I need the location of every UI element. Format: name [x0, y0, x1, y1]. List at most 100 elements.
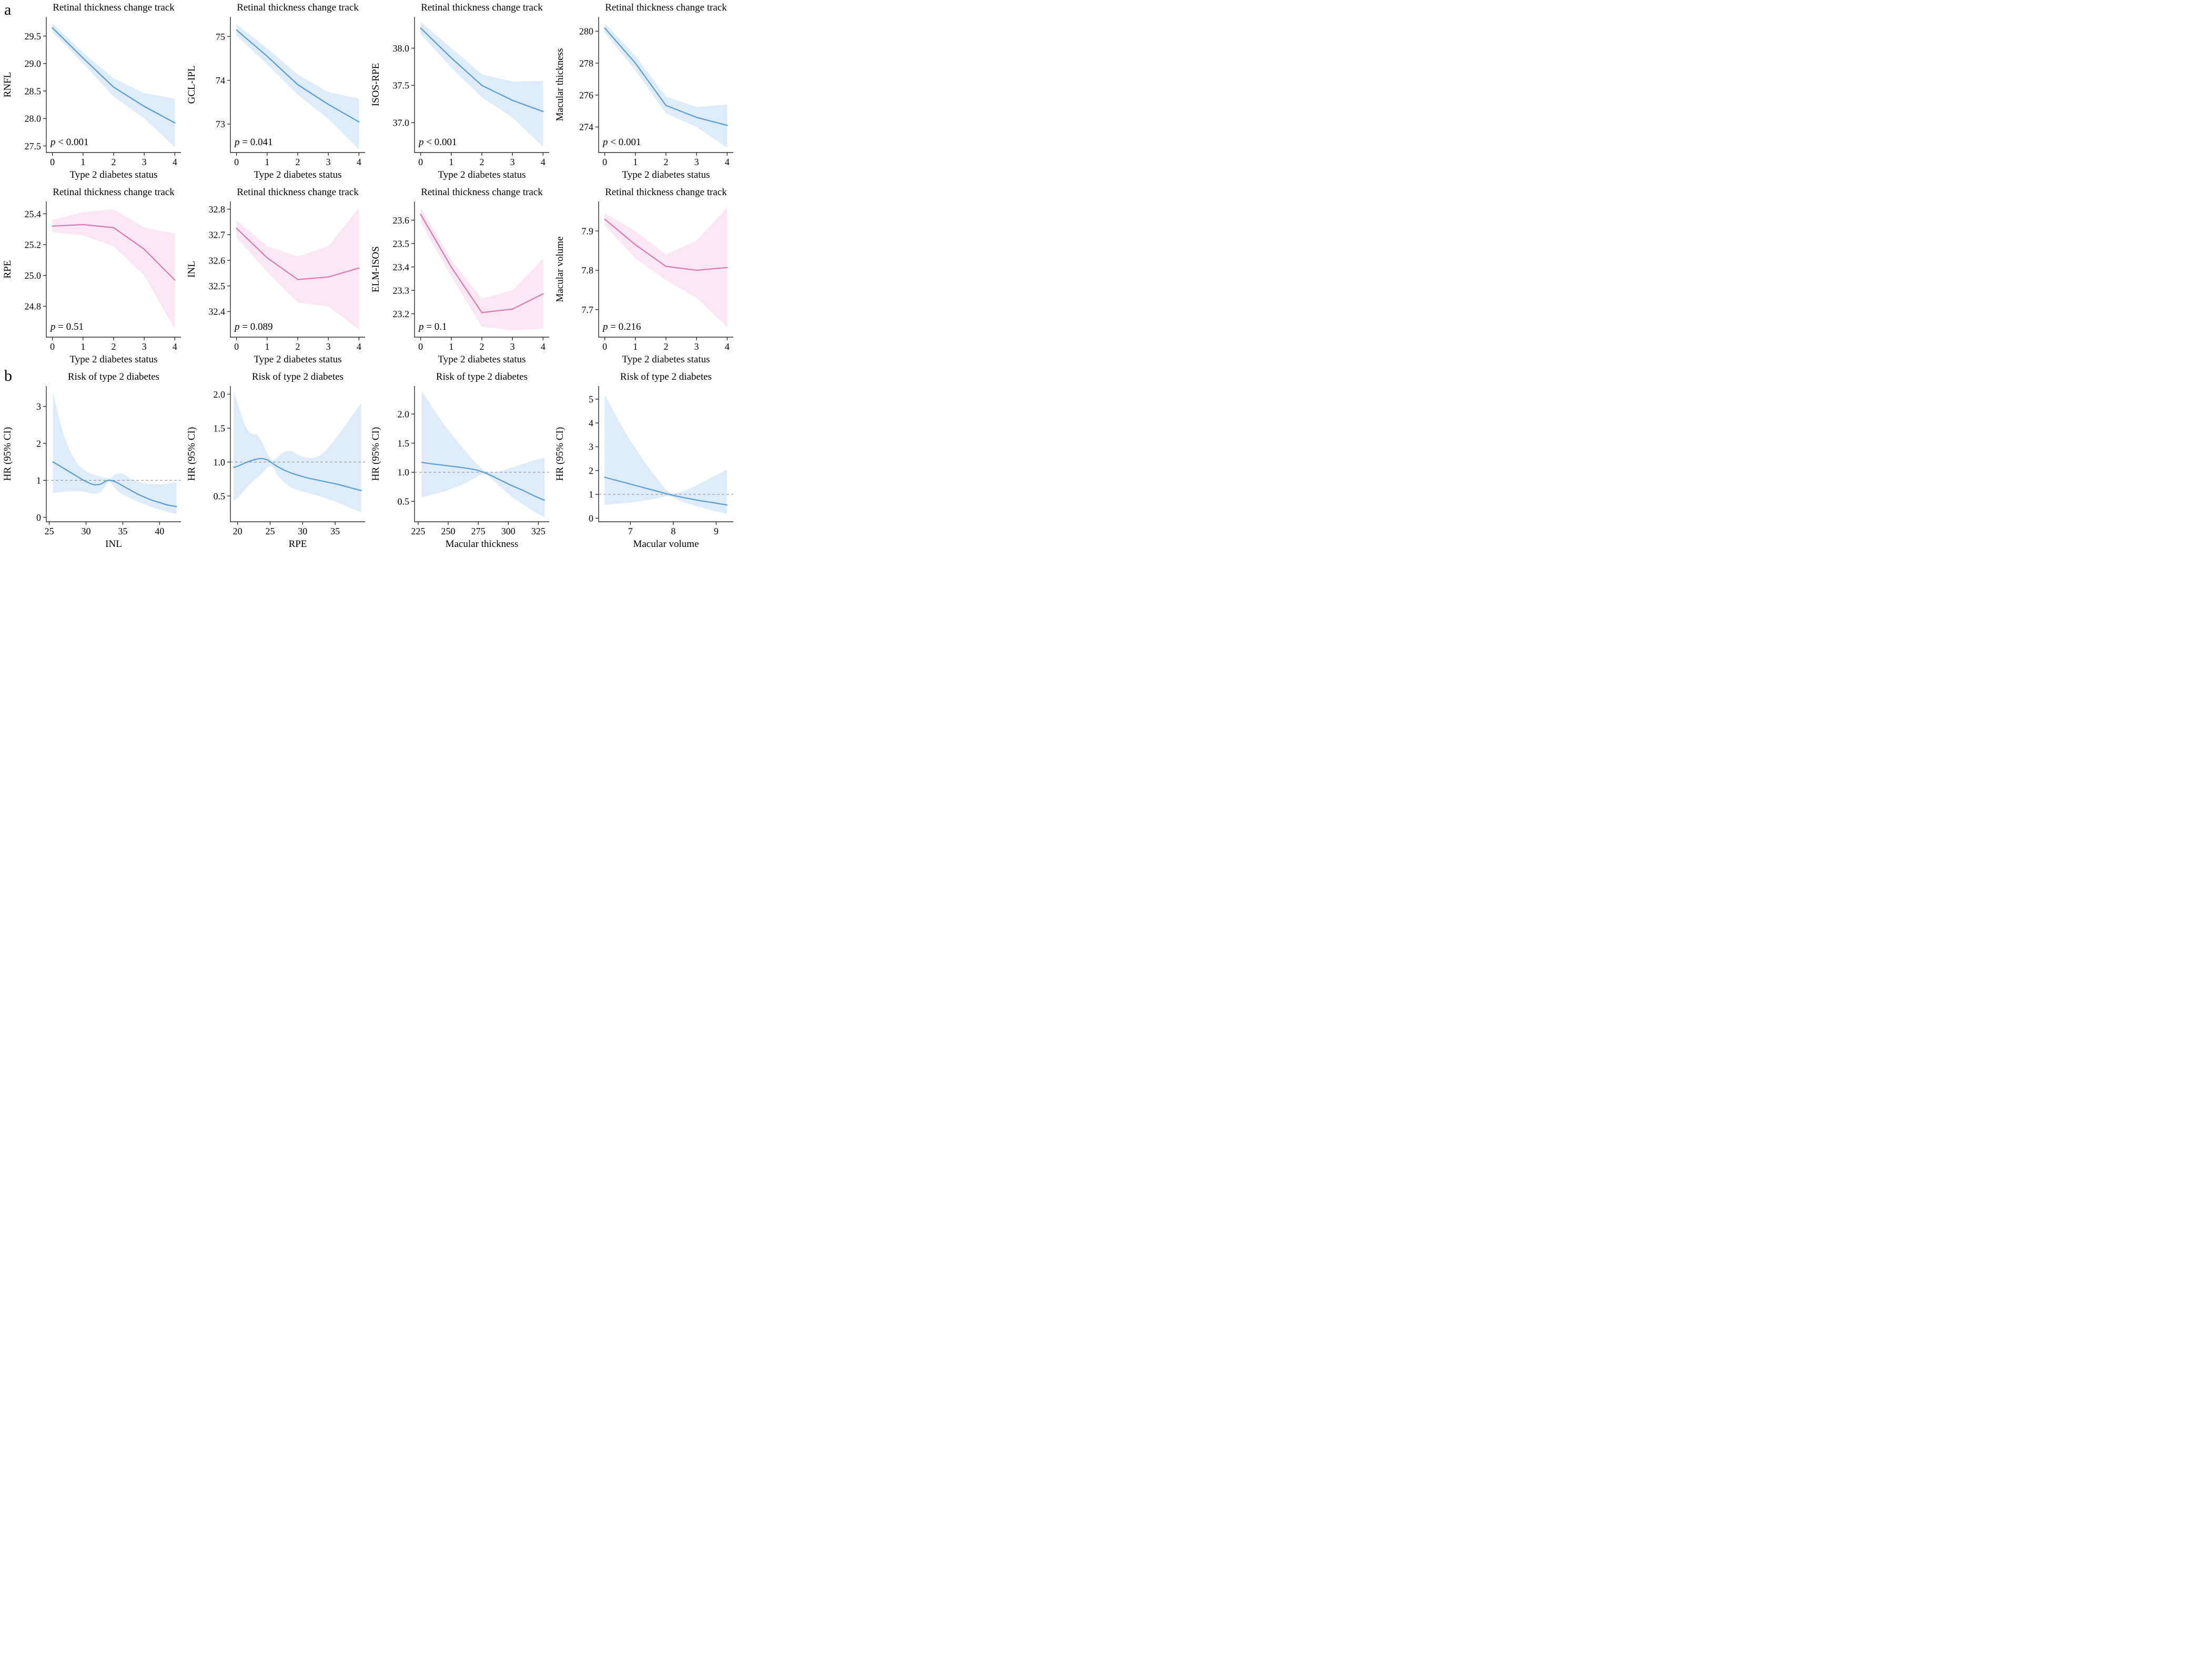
svg-text:3: 3 — [36, 401, 41, 412]
svg-text:Retinal thickness change track: Retinal thickness change track — [421, 2, 543, 13]
panel-a-label: a — [4, 1, 12, 18]
svg-text:1: 1 — [80, 341, 85, 352]
svg-text:2: 2 — [589, 465, 593, 476]
svg-text:3: 3 — [142, 341, 147, 352]
svg-text:28.5: 28.5 — [25, 86, 42, 96]
svg-text:RPE: RPE — [289, 539, 307, 550]
panel-b-label: b — [4, 367, 12, 384]
svg-text:274: 274 — [579, 122, 593, 133]
svg-text:Retinal thickness change track: Retinal thickness change track — [421, 187, 543, 198]
svg-text:37.5: 37.5 — [393, 80, 410, 91]
svg-text:ISOS-RPE: ISOS-RPE — [370, 63, 381, 106]
chart-hr-inl: 0 1 2 3 25 30 35 40 Risk of type 2 diabetes INL HR… — [2, 371, 181, 550]
svg-text:4: 4 — [357, 341, 361, 352]
svg-text:0.5: 0.5 — [398, 497, 410, 507]
svg-text:1: 1 — [265, 341, 269, 352]
svg-text:7.9: 7.9 — [582, 226, 594, 236]
svg-text:35: 35 — [330, 526, 340, 536]
svg-text:38.0: 38.0 — [393, 43, 410, 54]
svg-text:25.4: 25.4 — [25, 209, 42, 219]
svg-text:3: 3 — [694, 157, 699, 167]
svg-text:GCL-IPL: GCL-IPL — [186, 66, 197, 104]
svg-text:2: 2 — [296, 157, 300, 167]
svg-text:RPE: RPE — [2, 260, 13, 279]
svg-text:Type 2 diabetes status: Type 2 diabetes status — [438, 169, 526, 180]
svg-text:0: 0 — [234, 157, 239, 167]
svg-text:p < 0.001: p < 0.001 — [49, 137, 88, 148]
svg-text:1: 1 — [449, 157, 453, 167]
chart-track-inl: 32.4 32.5 32.6 32.7 32.8 0 1 2 3 4 Retinal thickne… — [186, 187, 365, 365]
svg-text:0: 0 — [589, 513, 593, 524]
svg-text:2: 2 — [664, 341, 669, 352]
svg-text:250: 250 — [441, 526, 456, 536]
svg-text:1.0: 1.0 — [214, 457, 226, 468]
svg-text:0: 0 — [418, 157, 423, 167]
svg-text:HR (95% CI): HR (95% CI) — [2, 427, 13, 481]
svg-text:Retinal thickness change track: Retinal thickness change track — [53, 2, 175, 13]
svg-text:4: 4 — [589, 418, 593, 428]
svg-text:2: 2 — [480, 157, 484, 167]
svg-text:p = 0.041: p = 0.041 — [234, 137, 272, 148]
svg-text:74: 74 — [216, 75, 225, 86]
svg-text:4: 4 — [173, 157, 177, 167]
svg-text:Retinal thickness change track: Retinal thickness change track — [605, 187, 727, 198]
svg-text:4: 4 — [357, 157, 361, 167]
svg-text:1: 1 — [633, 157, 638, 167]
chart-hr-macular-thickness: 0.5 1.0 1.5 2.0 225 250 275 300 325 Risk of type … — [370, 371, 549, 550]
svg-text:32.8: 32.8 — [209, 204, 226, 215]
chart-hr-macular-volume: 0 1 2 3 4 5 7 8 9 Risk of type 2 diabetes Macular … — [554, 371, 733, 550]
svg-text:p = 0.1: p = 0.1 — [418, 321, 447, 332]
svg-text:4: 4 — [541, 157, 546, 167]
svg-text:0: 0 — [602, 341, 607, 352]
svg-text:Type 2 diabetes status: Type 2 diabetes status — [622, 169, 710, 180]
svg-text:35: 35 — [118, 526, 127, 536]
svg-text:276: 276 — [579, 90, 593, 100]
svg-text:32.4: 32.4 — [209, 307, 226, 317]
svg-text:Type 2 diabetes status: Type 2 diabetes status — [254, 169, 342, 180]
svg-text:2: 2 — [296, 341, 300, 352]
svg-text:0: 0 — [234, 341, 239, 352]
svg-text:24.8: 24.8 — [25, 301, 42, 312]
svg-text:4: 4 — [541, 341, 546, 352]
svg-text:Macular thickness: Macular thickness — [554, 48, 565, 121]
svg-text:1: 1 — [633, 341, 638, 352]
svg-text:0: 0 — [36, 512, 41, 523]
svg-text:HR (95% CI): HR (95% CI) — [186, 427, 197, 481]
svg-text:4: 4 — [725, 341, 730, 352]
svg-text:30: 30 — [82, 526, 91, 536]
chart-track-isos-rpe: 37.0 37.5 38.0 0 1 2 3 4 Retinal thickness chang… — [370, 2, 549, 180]
svg-text:1: 1 — [265, 157, 269, 167]
svg-text:HR (95% CI): HR (95% CI) — [554, 427, 565, 481]
svg-text:0.5: 0.5 — [214, 491, 226, 501]
figure-root: a b 27.5 28.0 28.5 29.0 29.5 0 1 2 3 4 Retinal thi… — [0, 0, 738, 554]
svg-text:32.5: 32.5 — [209, 281, 226, 291]
svg-text:23.4: 23.4 — [393, 262, 410, 272]
svg-text:23.3: 23.3 — [393, 285, 410, 296]
chart-hr-rpe: 0.5 1.0 1.5 2.0 20 25 30 35 Risk of type 2 diabe… — [186, 371, 365, 550]
svg-text:23.5: 23.5 — [393, 238, 410, 249]
svg-text:23.6: 23.6 — [393, 215, 410, 226]
svg-text:2.0: 2.0 — [398, 409, 410, 419]
svg-text:0: 0 — [50, 157, 55, 167]
svg-text:225: 225 — [411, 526, 425, 536]
svg-text:Risk of type 2 diabetes: Risk of type 2 diabetes — [252, 371, 344, 382]
svg-text:3: 3 — [694, 341, 699, 352]
svg-text:Retinal thickness change track: Retinal thickness change track — [237, 187, 359, 198]
chart-track-macular-thickness: 274 276 278 280 0 1 2 3 4 Retinal thickness chang… — [554, 2, 733, 180]
svg-text:4: 4 — [173, 341, 177, 352]
svg-text:Type 2 diabetes status: Type 2 diabetes status — [70, 169, 158, 180]
svg-text:7.8: 7.8 — [582, 265, 594, 276]
svg-text:Retinal thickness change track: Retinal thickness change track — [237, 2, 359, 13]
svg-text:1: 1 — [80, 157, 85, 167]
svg-text:p < 0.001: p < 0.001 — [602, 137, 641, 148]
svg-text:37.0: 37.0 — [393, 118, 410, 128]
svg-text:Type 2 diabetes status: Type 2 diabetes status — [254, 354, 342, 365]
chart-track-gcl-ipl: 73 74 75 0 1 2 3 4 Retinal thickness change trac… — [186, 2, 365, 180]
svg-text:3: 3 — [326, 341, 331, 352]
svg-text:0: 0 — [602, 157, 607, 167]
chart-grid: 27.5 28.0 28.5 29.0 29.5 0 1 2 3 4 Retinal thickne… — [0, 0, 736, 554]
svg-text:7.7: 7.7 — [582, 305, 594, 315]
svg-text:p = 0.216: p = 0.216 — [602, 321, 641, 332]
chart-track-rpe: 24.8 25.0 25.2 25.4 0 1 2 3 4 Retinal thickness c… — [2, 187, 181, 365]
svg-text:7: 7 — [628, 526, 633, 536]
